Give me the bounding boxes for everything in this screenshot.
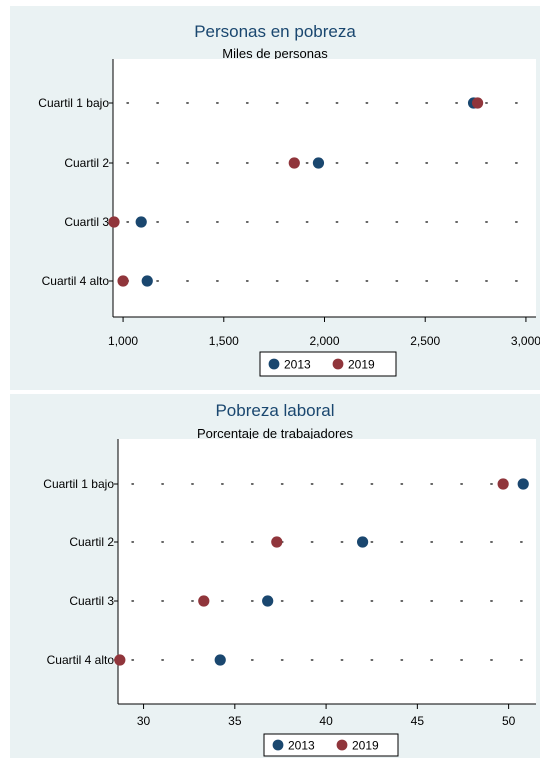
legend-marker [268,358,280,370]
category-label: Cuartil 2 [64,156,109,170]
point-2013-3 [262,595,274,607]
chart-subtitle: Porcentaje de trabajadores [197,426,354,441]
legend-box [263,733,399,757]
legend-label: 2019 [352,739,379,753]
plot-area [118,439,536,704]
chart-panel-personas-en-pobreza: Personas en pobreza Miles de personas Cuar… [10,6,540,390]
x-tick-label: 30 [137,714,151,728]
x-tick-label: 2,000 [309,334,339,348]
category-label: Cuartil 4 alto [47,653,115,667]
x-tick-label: 1,000 [108,334,138,348]
chart-title: Personas en pobreza [194,22,356,41]
point-2013-4 [214,654,226,666]
chart-svg: Personas en pobreza Miles de personas Cuar… [38,22,540,377]
x-tick-label: 3,000 [511,334,540,348]
legend-marker [272,739,284,751]
category-label: Cuartil 2 [69,535,114,549]
x-tick-label: 45 [411,714,425,728]
chart-panel-pobreza-laboral: Pobreza laboral Porcentaje de trabajadore… [10,394,540,758]
category-label: Cuartil 3 [64,215,109,229]
category-label: Cuartil 4 alto [42,274,110,288]
chart-title: Pobreza laboral [215,401,334,420]
point-2013-2 [312,157,325,169]
point-2013-4 [141,275,153,287]
point-2013-2 [356,536,369,548]
category-label: Cuartil 1 bajo [38,96,109,110]
point-2019-3 [198,595,210,607]
point-2013-3 [135,216,147,228]
category-label: Cuartil 1 bajo [43,477,114,491]
point-2019-4 [114,654,126,666]
legend-label: 2019 [348,358,375,372]
x-tick-label: 40 [319,714,333,728]
legend-box [259,351,397,377]
chart-svg: Pobreza laboral Porcentaje de trabajadore… [43,401,536,757]
legend-label: 2013 [288,739,315,753]
x-tick-label: 50 [502,714,516,728]
legend-marker [332,358,344,370]
x-tick-label: 2,500 [410,334,440,348]
point-2019-2 [271,536,283,548]
x-tick-label: 1,500 [209,334,239,348]
chart-subtitle: Miles de personas [222,46,328,61]
point-2013-1 [517,478,529,490]
legend-label: 2013 [284,358,311,372]
point-2019-3 [108,216,120,228]
point-2019-1 [471,97,484,109]
category-label: Cuartil 3 [69,594,114,608]
legend-marker [336,739,348,751]
plot-area [113,59,536,317]
x-tick-label: 35 [228,714,242,728]
point-2019-4 [117,275,129,287]
point-2019-1 [497,478,509,490]
point-2019-2 [288,157,300,169]
